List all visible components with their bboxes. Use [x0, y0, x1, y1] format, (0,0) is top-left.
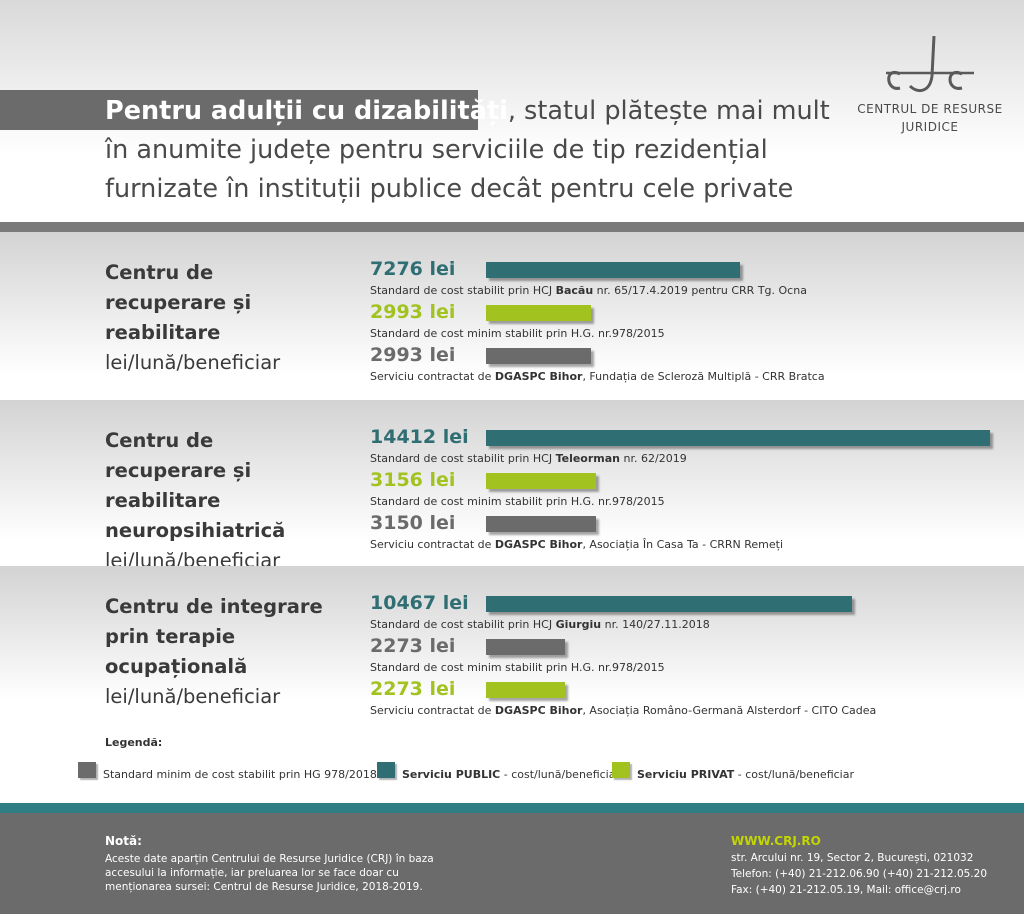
bar	[486, 596, 852, 612]
bar-description: Standard de cost minim stabilit prin H.G…	[370, 327, 665, 340]
logo-text-line1: CENTRUL DE RESURSE	[857, 102, 1003, 116]
title-highlight-box	[0, 90, 478, 130]
section-label: Centru de recuperare și reabilitare lei/l…	[105, 258, 330, 378]
section-label: Centru de recuperare și reabilitare neur…	[105, 426, 330, 576]
footer-accent-line	[0, 803, 1024, 813]
section-label-unit: lei/lună/beneficiar	[105, 351, 281, 374]
bar	[486, 639, 565, 655]
bar	[486, 516, 596, 532]
section-label-name: Centru de recuperare și reabilitare	[105, 261, 252, 344]
legend-title: Legendă:	[105, 736, 163, 749]
bar	[486, 305, 591, 321]
bar-value-label: 7276 lei	[370, 258, 456, 280]
bar-description: Standard de cost stabilit prin HCJ Teleo…	[370, 452, 687, 465]
bar-value-label: 2273 lei	[370, 635, 456, 657]
bar	[486, 473, 596, 489]
legend-label-bold: Serviciu PUBLIC	[402, 768, 501, 781]
bar	[486, 430, 990, 446]
bar-value-label: 2993 lei	[370, 301, 456, 323]
legend-label: Serviciu PUBLIC - cost/lună/beneficiar	[402, 768, 620, 781]
bar	[486, 348, 591, 364]
legend-label: Serviciu PRIVAT - cost/lună/beneficiar	[637, 768, 854, 781]
logo-text-line2: JURIDICE	[901, 120, 959, 134]
phone-text: Telefon: (+40) 21-212.06.90 (+40) 21-212…	[731, 868, 988, 880]
bar-description: Standard de cost minim stabilit prin H.G…	[370, 495, 665, 508]
legend-swatch	[612, 762, 630, 778]
bar-description: Serviciu contractat de DGASPC Bihor, Aso…	[370, 704, 877, 717]
header-separator	[0, 222, 1024, 232]
section-label-name: Centru de recuperare și reabilitare neur…	[105, 429, 286, 542]
page-title: Pentru adulții cu dizabilități, statul p…	[105, 92, 845, 209]
bar-description: Standard de cost stabilit prin HCJ Giurg…	[370, 618, 710, 631]
legend-label: Standard minim de cost stabilit prin HG …	[103, 768, 377, 781]
section-label: Centru de integrare prin terapie ocupați…	[105, 592, 330, 712]
bar-value-label: 3150 lei	[370, 512, 456, 534]
legend-swatch	[377, 762, 395, 778]
footer	[0, 813, 1024, 914]
crj-logo-icon	[886, 36, 974, 93]
website-link[interactable]: WWW.CRJ.RO	[731, 834, 821, 848]
title-rest: , statul plătește mai mult în anumite ju…	[105, 96, 830, 204]
section-label-name: Centru de integrare prin terapie ocupați…	[105, 595, 323, 678]
bar-value-label: 14412 lei	[370, 426, 469, 448]
bar-value-label: 3156 lei	[370, 469, 456, 491]
bar-value-label: 2993 lei	[370, 344, 456, 366]
bar-description: Serviciu contractat de DGASPC Bihor, Fun…	[370, 370, 825, 383]
bar-value-label: 2273 lei	[370, 678, 456, 700]
title-highlight: Pentru adulții cu dizabilități	[105, 96, 508, 126]
address-text: str. Arcului nr. 19, Sector 2, București…	[731, 852, 974, 864]
fax-mail-text: Fax: (+40) 21-212.05.19, Mail: office@cr…	[731, 884, 961, 896]
legend-label-bold: Serviciu PRIVAT	[637, 768, 735, 781]
legend-swatch	[78, 762, 96, 778]
note-text: Aceste date aparțin Centrului de Resurse…	[105, 853, 434, 893]
bar	[486, 262, 740, 278]
section-label-unit: lei/lună/beneficiar	[105, 685, 281, 708]
note-title: Notă:	[105, 834, 142, 848]
bar-description: Standard de cost stabilit prin HCJ Bacău…	[370, 284, 807, 297]
bar-description: Standard de cost minim stabilit prin H.G…	[370, 661, 665, 674]
bar-description: Serviciu contractat de DGASPC Bihor, Aso…	[370, 538, 784, 551]
bar-value-label: 10467 lei	[370, 592, 469, 614]
bar	[486, 682, 565, 698]
